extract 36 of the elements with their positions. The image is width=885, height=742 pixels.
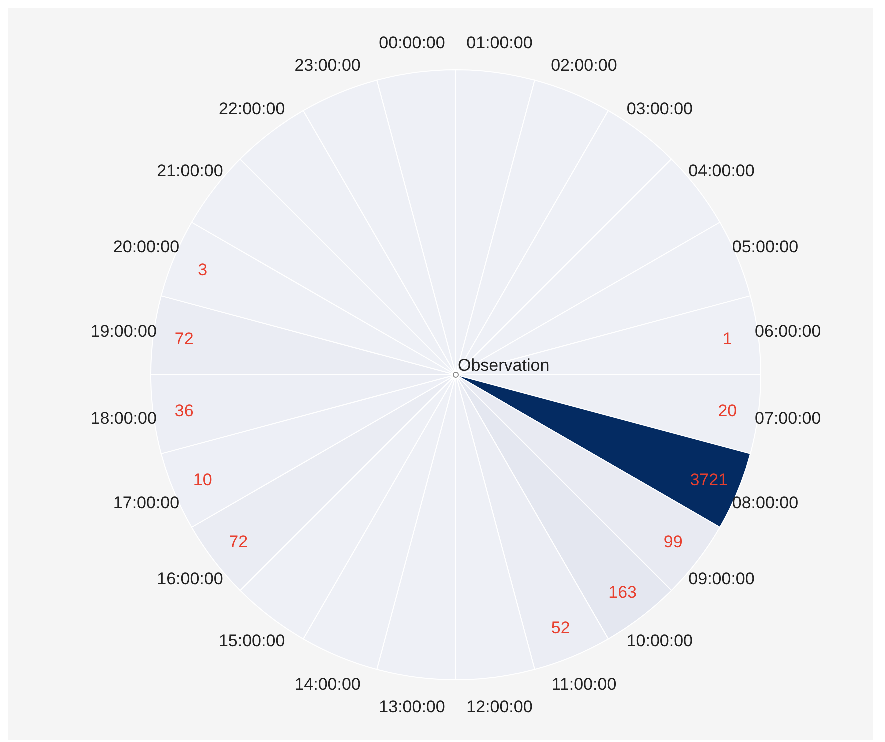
- data-label: 36: [174, 401, 194, 420]
- category-label: 01:00:00: [466, 33, 533, 52]
- category-label: 06:00:00: [755, 322, 822, 341]
- data-label: 163: [608, 582, 637, 602]
- data-label: 20: [718, 401, 738, 420]
- category-label: 11:00:00: [552, 675, 617, 694]
- category-label: 14:00:00: [294, 675, 361, 694]
- category-label: 02:00:00: [551, 56, 618, 75]
- category-label: 05:00:00: [732, 237, 799, 256]
- category-label: Observation: [458, 356, 550, 375]
- category-label: 21:00:00: [157, 162, 224, 181]
- data-label: 3721: [690, 470, 728, 490]
- data-label: 52: [551, 618, 570, 638]
- category-label: 16:00:00: [157, 569, 224, 588]
- data-label: 72: [229, 532, 248, 552]
- category-label: 08:00:00: [732, 494, 799, 513]
- category-label: 04:00:00: [688, 162, 755, 181]
- category-label: 23:00:00: [294, 56, 361, 75]
- category-label: 13:00:00: [379, 698, 446, 717]
- category-label: 00:00:00: [379, 33, 446, 52]
- data-label: 1: [722, 330, 732, 349]
- category-label: 19:00:00: [90, 322, 157, 341]
- category-label: 18:00:00: [90, 409, 157, 428]
- category-label: 12:00:00: [466, 698, 533, 717]
- data-label: 10: [193, 470, 212, 490]
- category-label: 22:00:00: [218, 100, 286, 119]
- category-label: 20:00:00: [113, 237, 180, 256]
- data-label: 3: [198, 260, 208, 280]
- data-label: 72: [174, 330, 194, 349]
- category-label: 07:00:00: [755, 409, 822, 428]
- category-label: 15:00:00: [218, 631, 286, 650]
- category-label: 10:00:00: [626, 631, 694, 650]
- category-label: 09:00:00: [688, 569, 755, 588]
- data-label: 99: [664, 532, 683, 552]
- category-label: 03:00:00: [626, 100, 694, 119]
- category-label: 17:00:00: [113, 494, 180, 513]
